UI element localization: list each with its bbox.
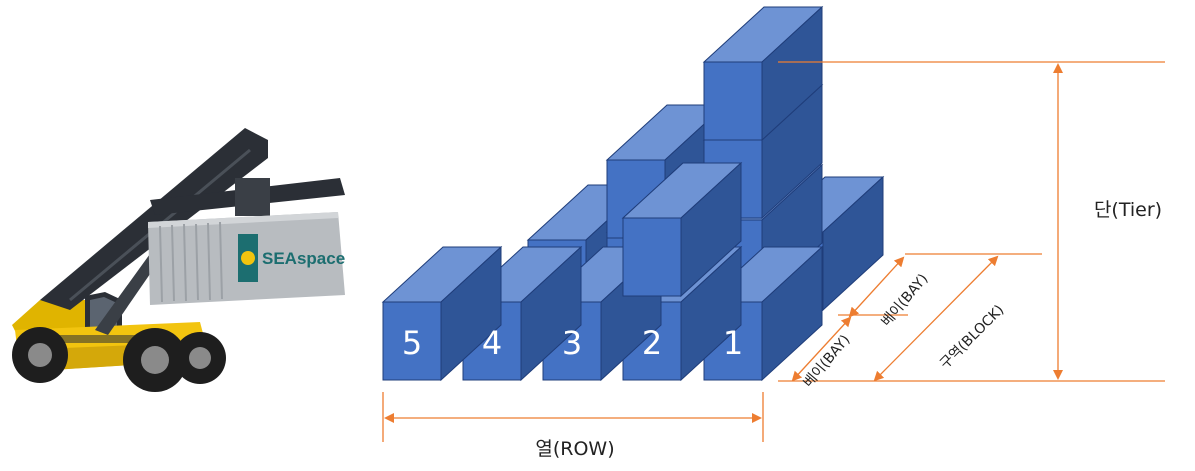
row-label: 열(ROW) [535,438,614,460]
container-front-face [622,217,682,297]
block-label: 구역(BLOCK) [937,302,1007,372]
reach-stacker-illustration: SEAspace [12,128,345,392]
container-row2-tier2-front [621,161,743,298]
container-brand-text: SEAspace [262,249,345,268]
container-row1-tier4 [702,5,824,142]
container-stacks: 5 4 3 2 1 [381,5,885,382]
row-number-label: 1 [723,324,743,362]
row-number-label: 4 [482,324,502,362]
row-number-label: 5 [402,324,422,362]
tier-label: 단(Tier) [1094,199,1162,221]
dimension-lines [382,61,1165,442]
row-number-label: 3 [562,324,582,362]
block-arrow [873,255,999,382]
bay-label-1: 베이(BAY) [800,332,853,391]
container-front-face [703,61,763,141]
container-row-5 [381,245,503,382]
bay-label-2: 베이(BAY) [878,271,931,330]
row-number-label: 2 [642,324,662,362]
container-front-face [382,301,442,381]
bay-arrow-1 [791,316,852,382]
container-row-1 [702,245,824,382]
